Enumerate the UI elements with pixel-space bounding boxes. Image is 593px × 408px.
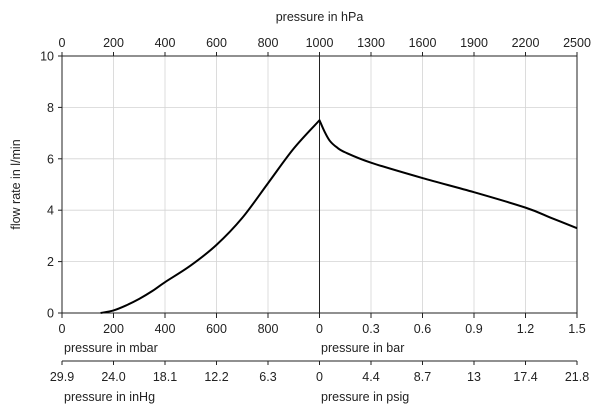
bottom-axis-tick-label: 1.2 [517, 322, 534, 336]
y-axis-ticks: 0 2 4 6 8 10 [40, 50, 62, 321]
bottom-axis-tick-label: 8.7 [414, 370, 431, 384]
top-axis-tick-label: 0 [59, 36, 66, 50]
bottom-axis-1-right-label: pressure in bar [321, 341, 404, 355]
bottom-axis-2-left-label: pressure in inHg [64, 390, 155, 404]
bottom-axis-tick-label: 13 [467, 370, 481, 384]
bottom-axis-tick-label: 0.3 [362, 322, 379, 336]
top-axis-tick-label: 2500 [563, 36, 591, 50]
bottom-axis-tick-label: 0.9 [465, 322, 482, 336]
bottom-axis-tick-label: 0 [316, 322, 323, 336]
bottom-axis-tick-label: 1.5 [568, 322, 585, 336]
bottom-axis-tick-label: 0 [59, 322, 66, 336]
top-axis-tick-label: 400 [155, 36, 176, 50]
y-axis-label: flow rate in l/min [9, 139, 23, 229]
bottom-axis-tick-label: 21.8 [565, 370, 589, 384]
bottom-axis-tick-label: 800 [258, 322, 279, 336]
top-axis-tick-label: 1300 [357, 36, 385, 50]
bottom-axis-tick-label: 0.6 [414, 322, 431, 336]
bottom-axis-tick-label: 17.4 [513, 370, 537, 384]
bottom-axis-1-left-label: pressure in mbar [64, 341, 158, 355]
bottom-axis-tick-label: 200 [103, 322, 124, 336]
y-axis-tick-label: 6 [47, 152, 54, 166]
bottom-axis-tick-label: 0 [316, 370, 323, 384]
top-axis-tick-label: 600 [206, 36, 227, 50]
y-axis-tick-label: 2 [47, 255, 54, 269]
top-axis-tick-label: 1000 [306, 36, 334, 50]
y-axis-tick-label: 4 [47, 204, 54, 218]
bottom-axis-tick-label: 29.9 [50, 370, 74, 384]
top-axis-label: pressure in hPa [276, 10, 364, 24]
top-axis-tick-label: 2200 [512, 36, 540, 50]
y-axis-tick-label: 0 [47, 307, 54, 321]
bottom-axis-2-right-label: pressure in psig [321, 390, 409, 404]
bottom-axis-tick-label: 12.2 [204, 370, 228, 384]
top-axis-tick-label: 800 [258, 36, 279, 50]
bottom-axis-tick-label: 24.0 [101, 370, 125, 384]
bottom-axis-tick-label: 18.1 [153, 370, 177, 384]
flow-rate-curve [100, 119, 578, 314]
top-axis-tick-label: 1900 [460, 36, 488, 50]
y-axis-tick-label: 8 [47, 101, 54, 115]
y-axis-tick-label: 10 [40, 50, 54, 64]
top-axis-tick-label: 1600 [409, 36, 437, 50]
bottom-axis-tick-label: 6.3 [259, 370, 276, 384]
bottom-axis-2: 29.9 24.0 18.1 12.2 6.3 0 4.4 8.7 13 17.4 21.8 [50, 361, 589, 384]
bottom-axis-tick-label: 600 [206, 322, 227, 336]
bottom-axis-tick-label: 400 [155, 322, 176, 336]
top-axis-ticks: 0 200 400 600 800 1000 1300 1600 1900 2200 2500 [59, 36, 591, 56]
bottom-axis-1: 0 200 400 600 800 0 0.3 0.6 0.9 1.2 1.5 [59, 313, 586, 336]
top-axis-tick-label: 200 [103, 36, 124, 50]
bottom-axis-tick-label: 4.4 [362, 370, 379, 384]
